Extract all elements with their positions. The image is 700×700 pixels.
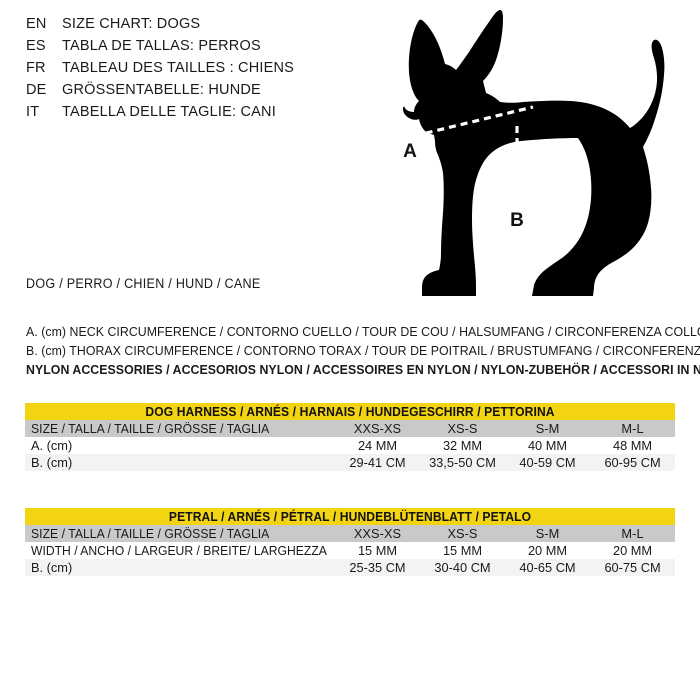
measurement-line-a — [413, 105, 534, 138]
dog-harness-size-table: DOG HARNESS / ARNÉS / HARNAIS / HUNDEGES… — [25, 403, 676, 471]
language-title-it: TABELLA DELLE TAGLIE: CANI — [62, 104, 276, 120]
petral-banner-cell: PETRAL / ARNÉS / PÉTRAL / HUNDEBLÜTENBLA… — [25, 508, 676, 525]
language-code-it: IT — [26, 104, 40, 120]
harness-size-header-row: SIZE / TALLA / TAILLE / GRÖSSE / TAGLIA … — [25, 420, 676, 437]
language-row-es: ES TABLA DE TALLAS: PERROS — [26, 38, 356, 60]
language-title-en: SIZE CHART: DOGS — [62, 16, 201, 32]
table-row: WIDTH / ANCHO / LARGEUR / BREITE/ LARGHE… — [25, 542, 676, 559]
measurement-label-b: B — [510, 210, 524, 231]
language-code-fr: FR — [26, 60, 46, 76]
petral-size-xs-s: XS-S — [420, 525, 505, 542]
harness-row-a-label: A. (cm) — [25, 437, 335, 454]
harness-row-b-v3: 60-95 CM — [590, 454, 676, 471]
measure-a-description: A. (cm) NECK CIRCUMFERENCE / CONTORNO CU… — [26, 324, 700, 339]
materials-description: NYLON ACCESSORIES / ACCESORIOS NYLON / A… — [26, 362, 700, 377]
harness-size-label: SIZE / TALLA / TAILLE / GRÖSSE / TAGLIA — [25, 420, 335, 437]
petral-size-label: SIZE / TALLA / TAILLE / GRÖSSE / TAGLIA — [25, 525, 335, 542]
petral-row-b-v2: 40-65 CM — [505, 559, 590, 576]
harness-row-b-v2: 40-59 CM — [505, 454, 590, 471]
language-row-it: IT TABELLA DELLE TAGLIE: CANI — [26, 104, 356, 126]
table-row: A. (cm) 24 MM 32 MM 40 MM 48 MM — [25, 437, 676, 454]
language-row-de: DE GRÖSSENTABELLE: HUNDE — [26, 82, 356, 104]
petral-row-b-v1: 30-40 CM — [420, 559, 505, 576]
harness-row-b-v0: 29-41 CM — [335, 454, 420, 471]
table-row: B. (cm) 29-41 CM 33,5-50 CM 40-59 CM 60-… — [25, 454, 676, 471]
language-title-de: GRÖSSENTABELLE: HUNDE — [62, 82, 261, 98]
language-code-en: EN — [26, 16, 47, 32]
harness-size-m-l: M-L — [590, 420, 676, 437]
petral-banner-row: PETRAL / ARNÉS / PÉTRAL / HUNDEBLÜTENBLA… — [25, 508, 676, 525]
language-title-block: EN SIZE CHART: DOGS ES TABLA DE TALLAS: … — [26, 16, 356, 126]
table-row: B. (cm) 25-35 CM 30-40 CM 40-65 CM 60-75… — [25, 559, 676, 576]
harness-size-s-m: S-M — [505, 420, 590, 437]
harness-row-b-v1: 33,5-50 CM — [420, 454, 505, 471]
petral-row-width-label-text: WIDTH / ANCHO / LARGEUR / BREITE/ LARGHE… — [31, 543, 327, 558]
measurement-label-a: A — [403, 141, 417, 162]
harness-banner-row: DOG HARNESS / ARNÉS / HARNAIS / HUNDEGES… — [25, 403, 676, 420]
petral-row-width-v1: 15 MM — [420, 542, 505, 559]
petral-size-label-text: SIZE / TALLA / TAILLE / GRÖSSE / TAGLIA — [31, 526, 270, 541]
harness-banner-label: DOG HARNESS / ARNÉS / HARNAIS / HUNDEGES… — [145, 404, 555, 419]
petral-row-b-v3: 60-75 CM — [590, 559, 676, 576]
petral-row-b-v0: 25-35 CM — [335, 559, 420, 576]
petral-row-width-v2: 20 MM — [505, 542, 590, 559]
dog-body-shape — [403, 10, 665, 296]
petral-size-xxs-xs: XXS-XS — [335, 525, 420, 542]
petral-size-header-row: SIZE / TALLA / TAILLE / GRÖSSE / TAGLIA … — [25, 525, 676, 542]
subject-line: DOG / PERRO / CHIEN / HUND / CANE — [26, 276, 261, 291]
harness-size-xxs-xs: XXS-XS — [335, 420, 420, 437]
petral-row-width-v3: 20 MM — [590, 542, 676, 559]
language-code-es: ES — [26, 38, 46, 54]
petral-size-table: PETRAL / ARNÉS / PÉTRAL / HUNDEBLÜTENBLA… — [25, 508, 676, 576]
language-code-de: DE — [26, 82, 47, 98]
petral-row-width-label: WIDTH / ANCHO / LARGEUR / BREITE/ LARGHE… — [25, 542, 335, 559]
harness-row-a-v3: 48 MM — [590, 437, 676, 454]
language-title-fr: TABLEAU DES TAILLES : CHIENS — [62, 60, 295, 76]
harness-row-b-label: B. (cm) — [25, 454, 335, 471]
language-row-en: EN SIZE CHART: DOGS — [26, 16, 356, 38]
harness-banner-cell: DOG HARNESS / ARNÉS / HARNAIS / HUNDEGES… — [25, 403, 676, 420]
petral-row-b-label: B. (cm) — [25, 559, 335, 576]
harness-row-a-v0: 24 MM — [335, 437, 420, 454]
harness-row-a-v2: 40 MM — [505, 437, 590, 454]
dog-silhouette-illustration: A B — [378, 8, 694, 304]
measure-b-description: B. (cm) THORAX CIRCUMFERENCE / CONTORNO … — [26, 343, 700, 358]
harness-size-xs-s: XS-S — [420, 420, 505, 437]
petral-size-m-l: M-L — [590, 525, 676, 542]
harness-size-label-text: SIZE / TALLA / TAILLE / GRÖSSE / TAGLIA — [31, 421, 270, 436]
harness-row-a-v1: 32 MM — [420, 437, 505, 454]
measurement-description-block: DOG / PERRO / CHIEN / HUND / CANE A. (cm… — [26, 276, 700, 379]
petral-size-s-m: S-M — [505, 525, 590, 542]
language-row-fr: FR TABLEAU DES TAILLES : CHIENS — [26, 60, 356, 82]
language-title-es: TABLA DE TALLAS: PERROS — [62, 38, 261, 54]
petral-banner-label: PETRAL / ARNÉS / PÉTRAL / HUNDEBLÜTENBLA… — [168, 509, 532, 524]
petral-row-width-v0: 15 MM — [335, 542, 420, 559]
